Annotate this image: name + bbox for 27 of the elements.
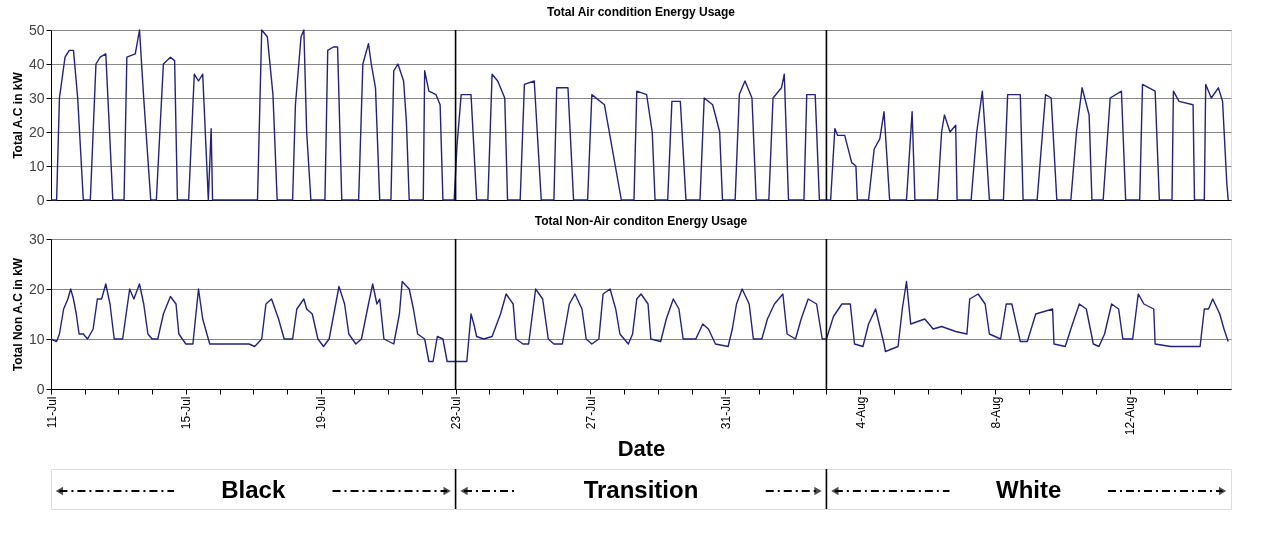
y-tick-label: 30: [28, 230, 45, 247]
x-tick-label: 31-Jul: [718, 396, 733, 430]
text: Black: [221, 476, 286, 503]
chart-title: Total Air condition Energy Usage: [546, 5, 736, 19]
y-tick-label: 30: [28, 89, 45, 106]
y-tick-label: 0: [36, 380, 45, 397]
x-tick-label: 11-Jul: [44, 396, 59, 429]
y-axis-title: Total Non A.C in kW: [10, 257, 25, 372]
y-tick-label: 0: [36, 191, 45, 208]
x-tick-label: 4-Aug: [853, 396, 868, 429]
y-tick-label: 20: [28, 123, 45, 140]
y-tick-label: 40: [28, 55, 45, 72]
x-tick-label: 27-Jul: [583, 396, 598, 430]
x-axis-title: Date: [617, 436, 666, 462]
text: Transition: [583, 476, 699, 503]
y-tick-label: 50: [28, 21, 45, 38]
x-tick-label: 12-Aug: [1123, 396, 1138, 436]
y-tick-label: 10: [28, 330, 45, 347]
chart-title: Total Non-Air conditon Energy Usage: [534, 214, 748, 228]
y-axis-title: Total A.C in kW: [10, 71, 25, 159]
y-tick-label: 20: [28, 280, 45, 297]
x-tick-label: 23-Jul: [449, 396, 464, 430]
x-tick-label: 19-Jul: [314, 396, 329, 430]
y-tick-label: 10: [28, 157, 45, 174]
text: White: [996, 476, 1062, 503]
x-tick-label: 8-Aug: [988, 396, 1003, 429]
x-tick-label: 15-Jul: [179, 396, 194, 430]
